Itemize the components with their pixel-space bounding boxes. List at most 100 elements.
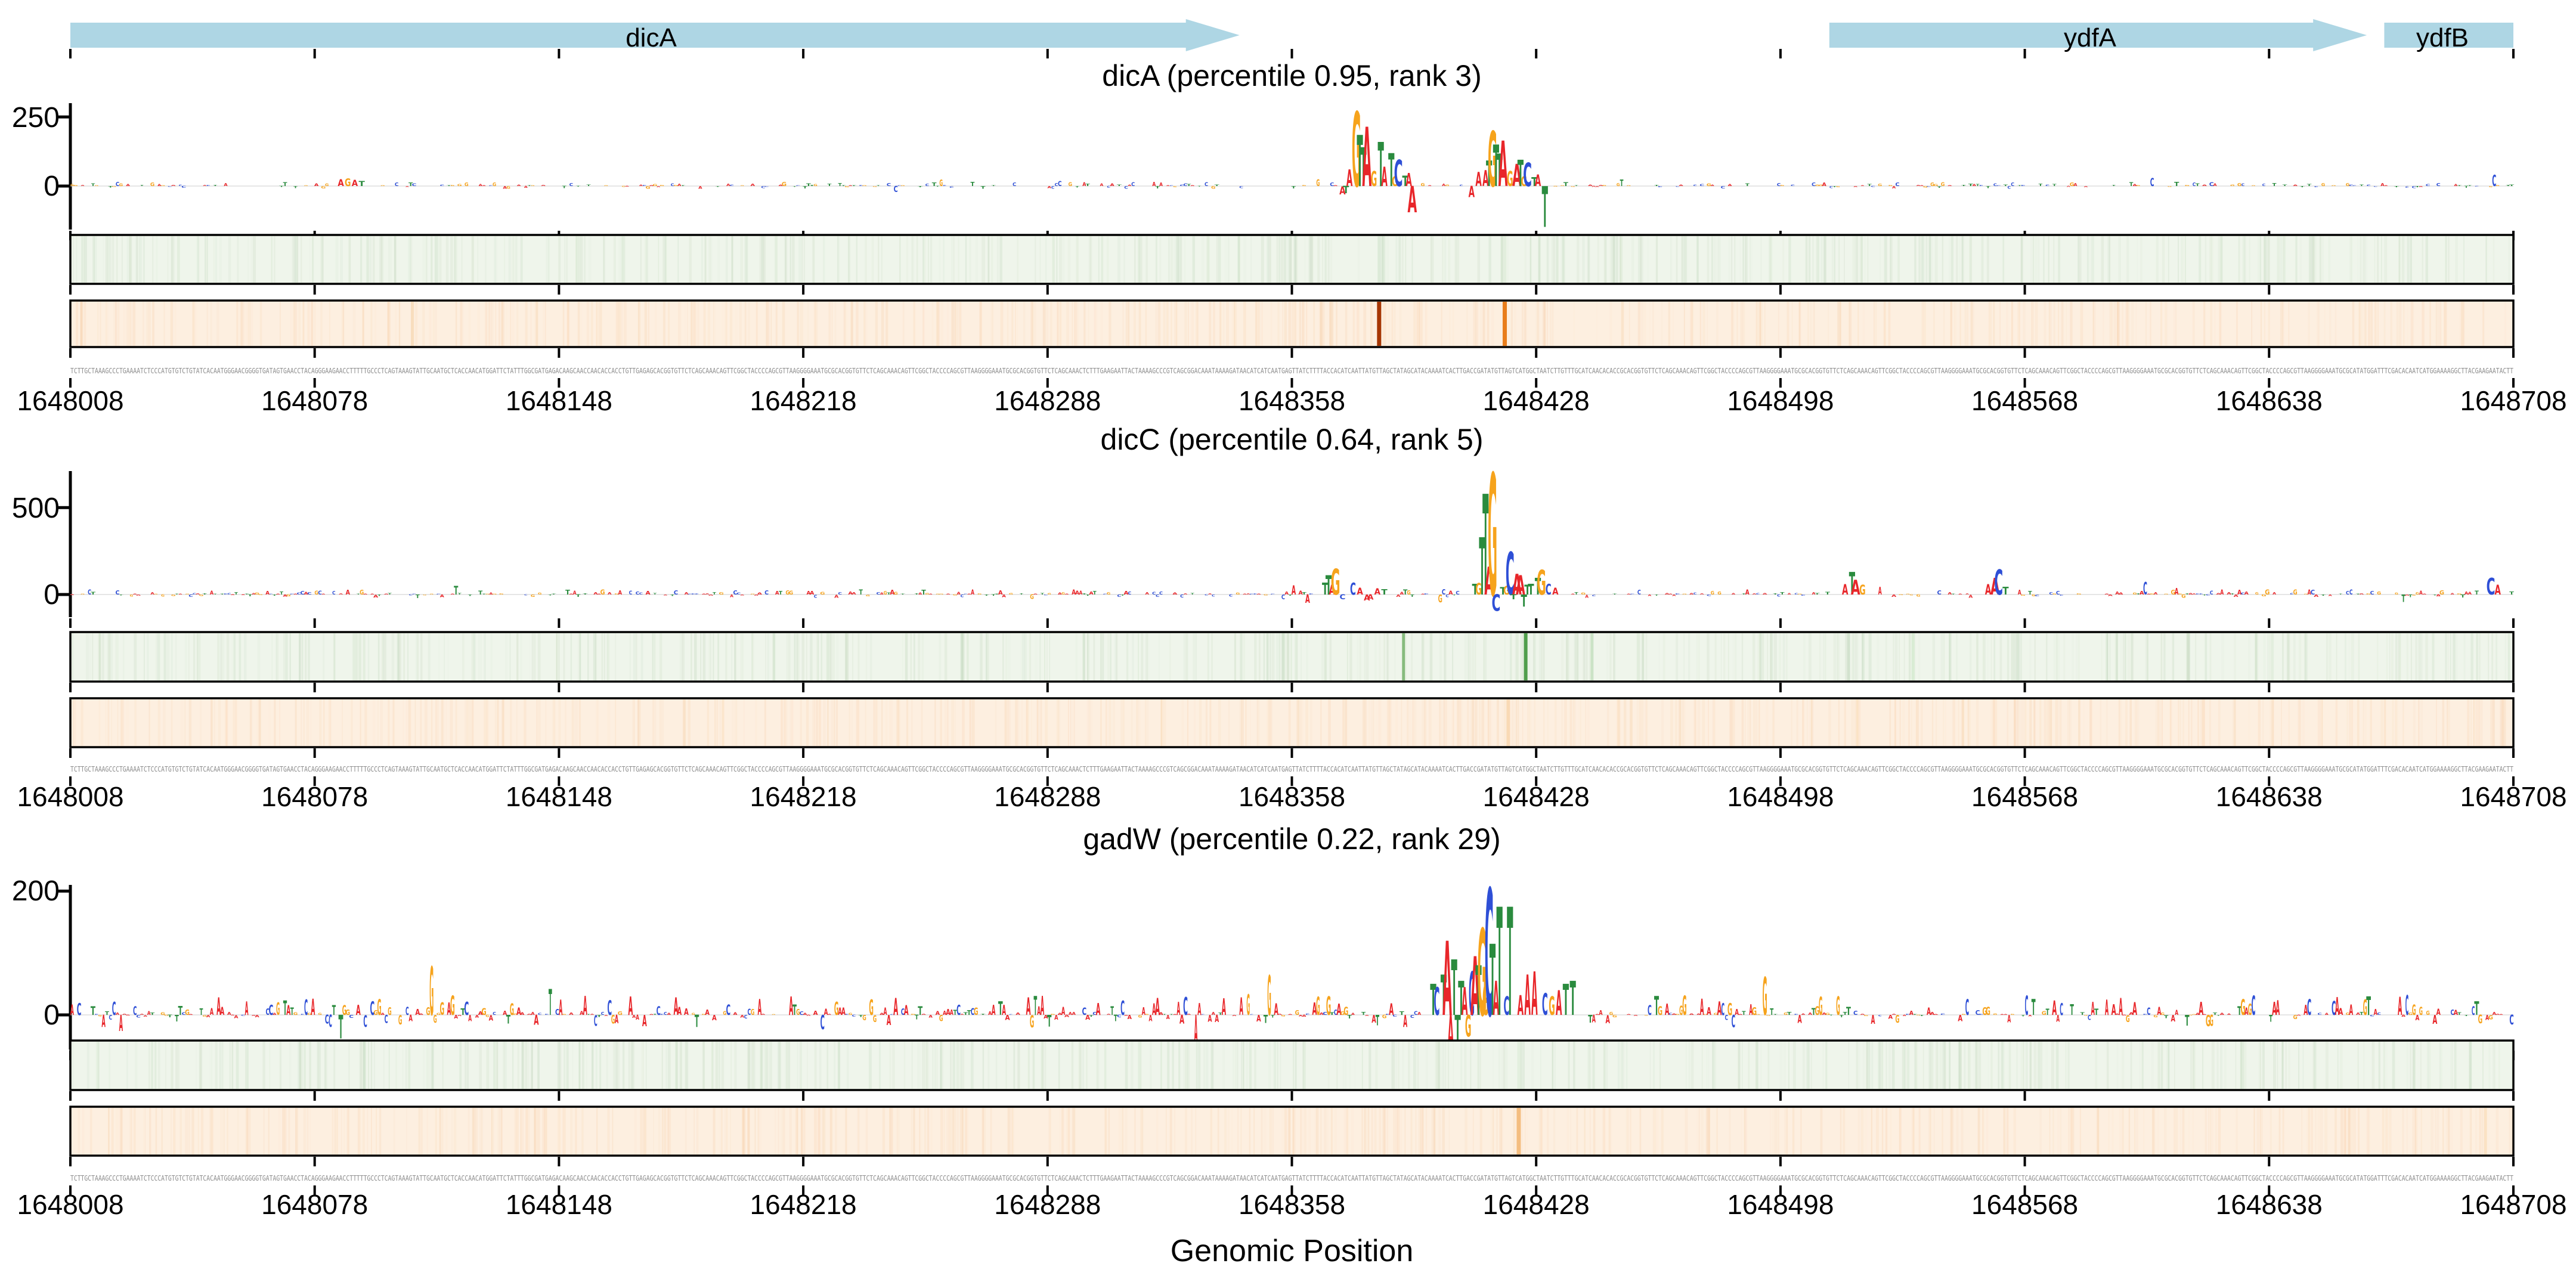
svg-text:G: G bbox=[1145, 1014, 1150, 1015]
svg-text:A: A bbox=[1958, 594, 1962, 595]
svg-text:G: G bbox=[1819, 992, 1822, 1021]
svg-text:1648218: 1648218 bbox=[750, 781, 857, 812]
svg-text:C: C bbox=[1460, 184, 1463, 187]
svg-text:A: A bbox=[1595, 1014, 1600, 1015]
svg-text:G: G bbox=[1382, 1014, 1387, 1020]
svg-text:1648498: 1648498 bbox=[1727, 1189, 1834, 1220]
svg-text:A: A bbox=[1842, 581, 1848, 598]
svg-text:C: C bbox=[2150, 175, 2154, 189]
svg-text:C: C bbox=[1906, 1014, 1911, 1015]
svg-text:A: A bbox=[1054, 1014, 1058, 1021]
svg-text:G: G bbox=[1571, 186, 1575, 188]
svg-text:A: A bbox=[761, 1013, 766, 1015]
svg-text:A: A bbox=[625, 186, 629, 187]
svg-text:T: T bbox=[447, 185, 451, 186]
green-strip-dicC bbox=[69, 631, 2515, 692]
svg-text:C: C bbox=[2405, 990, 2408, 1021]
svg-text:G: G bbox=[2230, 184, 2235, 187]
svg-text:C: C bbox=[301, 1014, 304, 1015]
svg-text:T: T bbox=[1542, 175, 1548, 240]
svg-text:G: G bbox=[119, 182, 123, 187]
svg-text:A: A bbox=[2213, 182, 2218, 187]
svg-text:A: A bbox=[946, 1007, 950, 1017]
svg-text:A: A bbox=[2272, 592, 2277, 595]
svg-text:G: G bbox=[1815, 184, 1819, 187]
svg-text:C: C bbox=[894, 184, 898, 194]
svg-text:C: C bbox=[95, 1014, 98, 1015]
svg-text:C: C bbox=[1253, 593, 1257, 595]
svg-text:A: A bbox=[157, 184, 161, 187]
svg-text:A: A bbox=[1808, 1012, 1812, 1015]
svg-text:T: T bbox=[2002, 585, 2009, 597]
svg-text:T: T bbox=[1343, 184, 1349, 196]
svg-text:G: G bbox=[2171, 590, 2175, 596]
svg-text:T: T bbox=[1093, 590, 1097, 596]
svg-text:C: C bbox=[1124, 185, 1128, 190]
svg-text:G: G bbox=[2408, 1012, 2413, 1016]
svg-text:C: C bbox=[2405, 185, 2408, 188]
svg-text:G: G bbox=[426, 1006, 430, 1018]
svg-text:G: G bbox=[185, 594, 190, 595]
svg-text:A: A bbox=[2349, 1002, 2353, 1019]
svg-text:A: A bbox=[524, 186, 528, 189]
svg-text:A: A bbox=[2335, 993, 2339, 1021]
svg-text:T: T bbox=[1110, 1004, 1114, 1018]
svg-text:A: A bbox=[1371, 1014, 1376, 1026]
svg-text:A: A bbox=[144, 1014, 147, 1017]
svg-text:C: C bbox=[2209, 182, 2214, 188]
svg-text:A: A bbox=[2401, 1014, 2406, 1017]
svg-text:C: C bbox=[1445, 594, 1449, 598]
svg-text:G: G bbox=[2488, 1014, 2493, 1021]
svg-text:A: A bbox=[880, 592, 884, 595]
svg-text:T: T bbox=[964, 1012, 969, 1016]
svg-text:T: T bbox=[1497, 877, 1503, 1050]
svg-text:T: T bbox=[527, 185, 531, 186]
svg-text:C: C bbox=[1546, 580, 1552, 598]
svg-text:C: C bbox=[493, 1011, 496, 1016]
svg-text:G: G bbox=[1888, 184, 1893, 187]
svg-text:T: T bbox=[2039, 183, 2043, 187]
svg-text:T: T bbox=[1570, 973, 1576, 1026]
svg-text:G: G bbox=[977, 593, 982, 595]
svg-text:G: G bbox=[398, 1013, 402, 1027]
svg-text:A: A bbox=[1194, 1008, 1198, 1054]
svg-text:G: G bbox=[936, 594, 939, 595]
svg-text:G: G bbox=[562, 1014, 566, 1015]
svg-text:A: A bbox=[482, 185, 486, 186]
svg-text:T: T bbox=[1563, 976, 1569, 1026]
svg-text:C: C bbox=[1693, 185, 1697, 187]
svg-text:C: C bbox=[821, 1011, 825, 1034]
svg-text:T: T bbox=[1403, 589, 1408, 596]
svg-text:C: C bbox=[290, 593, 295, 595]
svg-text:T: T bbox=[1361, 1011, 1366, 1016]
svg-text:A: A bbox=[1058, 1013, 1063, 1015]
ytick-zero-track3: 0 bbox=[44, 999, 60, 1031]
svg-text:C: C bbox=[332, 590, 336, 596]
svg-text:G: G bbox=[1682, 990, 1686, 1021]
svg-text:C: C bbox=[814, 594, 818, 599]
svg-text:G: G bbox=[1051, 1014, 1055, 1015]
svg-text:C: C bbox=[412, 593, 416, 595]
svg-text:T: T bbox=[1612, 594, 1617, 595]
svg-text:A: A bbox=[789, 992, 793, 1021]
svg-text:A: A bbox=[615, 1013, 619, 1026]
svg-text:G: G bbox=[2363, 996, 2367, 1020]
svg-text:G: G bbox=[884, 590, 887, 596]
svg-text:T: T bbox=[2509, 184, 2514, 187]
svg-text:G: G bbox=[2439, 590, 2444, 596]
svg-text:C: C bbox=[405, 1005, 409, 1018]
svg-text:A: A bbox=[726, 183, 730, 187]
svg-text:A: A bbox=[1732, 593, 1736, 595]
svg-text:C: C bbox=[1732, 1012, 1735, 1032]
svg-text:A: A bbox=[1711, 184, 1714, 187]
svg-text:A: A bbox=[1672, 1013, 1677, 1015]
svg-text:T: T bbox=[900, 593, 905, 595]
svg-text:A: A bbox=[1700, 995, 1704, 1021]
svg-text:T: T bbox=[1961, 185, 1966, 187]
svg-text:C: C bbox=[2311, 589, 2315, 596]
svg-text:C: C bbox=[2314, 186, 2318, 188]
svg-text:A: A bbox=[2111, 1001, 2116, 1019]
svg-text:C: C bbox=[301, 591, 305, 596]
svg-text:A: A bbox=[1142, 1006, 1146, 1018]
svg-text:C: C bbox=[726, 1002, 730, 1018]
